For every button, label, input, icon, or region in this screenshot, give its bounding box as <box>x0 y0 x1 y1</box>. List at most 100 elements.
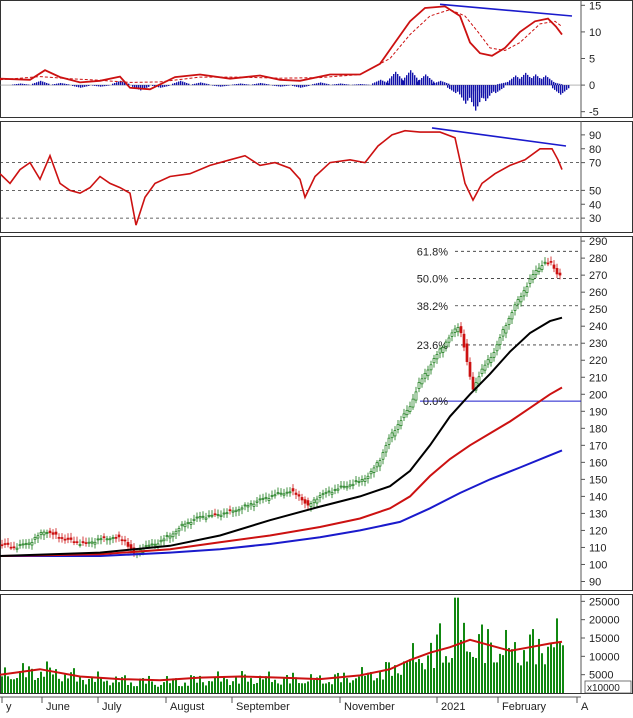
volume-bar <box>307 682 309 693</box>
macd-histogram-bar <box>465 85 466 104</box>
price-candle-body <box>472 377 474 389</box>
price-candle-body <box>19 545 21 546</box>
macd-histogram-bar <box>160 85 161 88</box>
macd-histogram-bar <box>320 82 321 85</box>
volume-bar <box>10 679 12 693</box>
price-candle-body <box>181 524 183 526</box>
macd-histogram-bar <box>206 84 207 85</box>
volume-bar <box>172 678 174 693</box>
price-candle-body <box>355 481 357 482</box>
volume-bar <box>85 684 87 693</box>
macd-histogram-bar <box>282 85 283 86</box>
volume-bar <box>529 635 531 693</box>
price-candle-body <box>454 329 456 332</box>
volume-bar <box>79 676 81 693</box>
macd-histogram-bar <box>178 82 179 86</box>
price-candle-body <box>505 326 507 333</box>
macd-histogram-bar <box>395 72 396 85</box>
macd-histogram-bar <box>399 76 400 85</box>
rsi-y-tick-label: 80 <box>589 144 601 156</box>
macd-histogram-bar <box>18 84 19 85</box>
price-candle-body <box>268 499 270 501</box>
macd-histogram-bar <box>236 84 237 85</box>
volume-bar <box>346 678 348 693</box>
price-y-tick-label: 220 <box>589 355 607 367</box>
macd-histogram-bar <box>545 76 546 86</box>
x-axis-tick-label: November <box>344 701 395 713</box>
macd-histogram-bar <box>545 84 546 85</box>
macd-histogram-bar <box>356 84 357 85</box>
macd-histogram-bar <box>96 85 97 86</box>
macd-histogram-bar <box>507 82 508 85</box>
price-candle-body <box>220 515 222 516</box>
volume-bar <box>355 678 357 693</box>
volume-bar <box>511 649 513 693</box>
macd-histogram-bar <box>228 85 229 86</box>
macd-histogram-bar <box>40 81 41 85</box>
volume-bar <box>352 680 354 693</box>
macd-histogram-bar <box>36 82 37 85</box>
macd-histogram-bar <box>457 85 458 91</box>
price-candle-body <box>448 338 450 342</box>
volume-bar <box>52 674 54 693</box>
volume-bar <box>1 676 3 693</box>
price-candle-body <box>76 542 78 543</box>
macd-histogram-bar <box>562 85 563 93</box>
price-candle-body <box>256 501 258 502</box>
price-candle-body <box>502 330 504 336</box>
macd-y-tick-label: 0 <box>589 80 595 92</box>
price-candle-body <box>346 486 348 487</box>
macd-histogram-bar <box>68 84 69 85</box>
price-candle-body <box>196 517 198 518</box>
macd-histogram-bar <box>22 84 23 85</box>
macd-histogram-bar <box>258 83 259 85</box>
price-candle-body <box>325 492 327 493</box>
macd-histogram-bar <box>300 85 301 88</box>
macd-histogram-bar <box>432 84 433 85</box>
price-candle-body <box>373 468 375 472</box>
price-candle-body <box>37 536 39 538</box>
price-candle-body <box>466 344 468 362</box>
volume-bar <box>475 658 477 693</box>
macd-histogram-bar <box>511 79 512 85</box>
price-candle-body <box>544 262 546 263</box>
volume-bar <box>184 683 186 693</box>
macd-histogram-bar <box>28 85 29 86</box>
volume-bar <box>535 664 537 693</box>
macd-histogram-bar <box>196 83 197 85</box>
macd-histogram-bar <box>525 73 526 85</box>
macd-histogram-bar <box>38 82 39 86</box>
volume-bar <box>508 648 510 693</box>
macd-histogram-bar <box>555 83 556 85</box>
volume-bar <box>400 675 402 693</box>
price-candle-body <box>46 533 48 534</box>
macd-histogram-bar <box>112 84 113 85</box>
volume-bar <box>484 663 486 693</box>
volume-bar <box>64 675 66 693</box>
macd-histogram-bar <box>24 84 25 85</box>
price-candle-body <box>121 540 123 541</box>
price-candle-body <box>421 379 423 384</box>
price-candle-body <box>235 510 237 511</box>
volume-bar <box>220 682 222 693</box>
macd-histogram-bar <box>360 84 361 85</box>
price-candle-body <box>511 313 513 319</box>
macd-histogram-bar <box>376 82 377 86</box>
price-candle-body <box>166 536 168 537</box>
macd-histogram-bar <box>497 84 498 85</box>
macd-y-tick-label: 10 <box>589 27 601 39</box>
macd-histogram-bar <box>366 85 367 86</box>
macd-histogram-bar <box>14 84 15 85</box>
macd-histogram-bar <box>296 85 297 87</box>
volume-bar <box>424 669 426 693</box>
volume-bar <box>94 682 96 693</box>
price-candle-body <box>556 268 558 274</box>
macd-histogram-bar <box>264 84 265 85</box>
macd-histogram-bar <box>557 83 558 85</box>
price-candle-body <box>418 382 420 388</box>
price-y-tick-label: 130 <box>589 508 607 520</box>
volume-bar <box>154 685 156 693</box>
macd-histogram-bar <box>429 78 430 85</box>
macd-histogram-bar <box>288 85 289 86</box>
price-candle-body <box>343 486 345 487</box>
